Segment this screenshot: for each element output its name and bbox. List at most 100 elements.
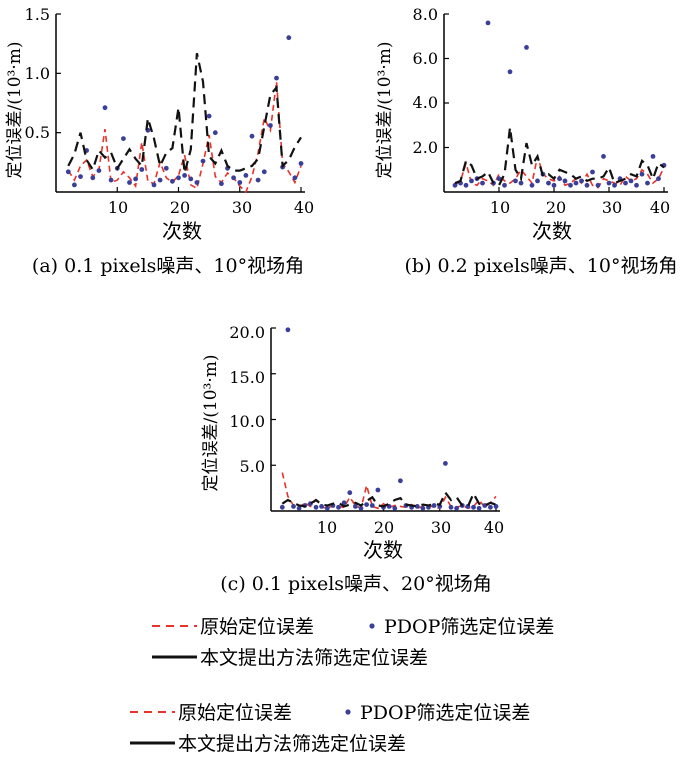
chart-c: 5.0 10.0 15.0 20.0 10 20 30 40 定位误差/(10³… <box>201 323 504 595</box>
series-pdop-point <box>584 182 590 188</box>
series-pdop-point <box>414 504 420 509</box>
series-pdop-point <box>296 505 302 511</box>
series-pdop-point <box>488 504 493 510</box>
series-original-line <box>281 472 497 510</box>
legend-bottom: 原始定位误差 PDOP筛选定位误差 本文提出方法筛选定位误差 <box>130 702 530 755</box>
series-pdop-point <box>502 182 507 188</box>
series-pdop-point <box>639 171 645 177</box>
series-pdop-point <box>291 504 296 509</box>
series-pdop-point <box>454 505 459 511</box>
chart-b-xtick-label: 40 <box>650 198 670 217</box>
chart-c-xtick-label: 20 <box>374 518 394 537</box>
chart-a-x-axis-label: 次数 <box>162 219 202 243</box>
series-pdop-point <box>347 490 353 496</box>
series-original-line <box>454 156 665 189</box>
series-pdop-point <box>513 178 518 184</box>
series-pdop-point <box>420 505 426 511</box>
chart-b-xtick-label: 20 <box>546 198 566 217</box>
chart-c-axes <box>270 328 500 512</box>
series-pdop-point <box>480 180 485 186</box>
series-pdop-point <box>375 487 381 493</box>
series-pdop-point <box>274 75 279 81</box>
series-pdop-point <box>78 174 83 180</box>
chart-c-y-axis-label: 定位误差/(10³·m) <box>201 355 221 492</box>
chart-a-ticks <box>56 13 302 192</box>
series-pdop-point <box>507 69 513 75</box>
series-pdop-point <box>590 169 595 175</box>
chart-a-xtick-label: 20 <box>170 198 190 217</box>
series-pdop-point <box>96 168 102 174</box>
legend-top: 原始定位误差 PDOP筛选定位误差 本文提出方法筛选定位误差 <box>152 616 554 669</box>
legend-item-original: 原始定位误差 <box>152 616 314 638</box>
chart-a: 0.5 1.0 1.5 10 20 30 40 定位误差/(10³·m) 次数 … <box>5 5 314 277</box>
series-pdop-point <box>431 503 437 508</box>
series-pdop-point <box>476 505 482 511</box>
series-pdop-point <box>286 35 292 41</box>
chart-a-xtick-label: 10 <box>108 198 128 217</box>
chart-a-xtick-label: 30 <box>232 198 252 217</box>
chart-c-ytick-label: 20.0 <box>229 323 265 342</box>
chart-c-ytick-label: 15.0 <box>229 368 265 387</box>
series-pdop-point <box>645 180 650 186</box>
series-pdop-point <box>496 176 502 182</box>
series-pdop-point <box>562 178 568 184</box>
series-pdop-point <box>200 158 206 164</box>
chart-c-xtick-label: 30 <box>431 518 451 537</box>
series-pdop-point <box>170 178 175 184</box>
series-pdop-point <box>524 45 529 50</box>
series-pdop-point <box>219 181 224 187</box>
series-pdop-point <box>298 161 304 166</box>
series-pdop-point <box>121 136 126 142</box>
series-pdop-point <box>163 165 169 171</box>
legend-label-original: 原始定位误差 <box>178 702 292 724</box>
legend-item-pdop: PDOP筛选定位误差 <box>345 702 530 724</box>
series-pdop-point <box>601 154 606 159</box>
chart-a-axes <box>55 14 305 193</box>
series-pdop-point <box>628 178 634 184</box>
series-pdop-point <box>151 182 157 188</box>
series-pdop-point <box>469 178 474 184</box>
series-pdop-point <box>108 177 114 183</box>
series-pdop-point <box>319 504 324 509</box>
chart-a-ytick-label: 0.5 <box>25 123 50 142</box>
series-pdop-point <box>237 180 243 185</box>
series-pdop-point <box>579 178 584 184</box>
series-pdop-point <box>634 182 639 188</box>
chart-b-series <box>452 20 667 189</box>
legend-label-proposed: 本文提出方法筛选定位误差 <box>178 733 406 755</box>
series-pdop-point <box>127 180 132 185</box>
series-pdop-point <box>358 505 364 511</box>
series-pdop-point <box>535 178 540 184</box>
chart-b-ytick-label: 8.0 <box>413 5 438 24</box>
series-pdop-point <box>463 182 469 188</box>
series-pdop-point <box>157 177 163 183</box>
chart-a-caption: (a) 0.1 pixels噪声、10°视场角 <box>32 255 304 277</box>
chart-a-ytick-label: 1.5 <box>25 5 50 24</box>
chart-b-ticks <box>444 13 665 192</box>
series-pdop-point <box>336 504 341 510</box>
chart-b-axes <box>443 14 668 193</box>
series-pdop-point <box>279 504 285 510</box>
chart-b-y-axis-label: 定位误差/(10³·m) <box>375 42 395 179</box>
series-pdop-point <box>529 182 535 188</box>
series-pdop-point <box>194 180 200 185</box>
series-pdop-point <box>452 182 458 188</box>
series-pdop-point <box>518 180 524 186</box>
chart-c-ticks <box>271 327 497 511</box>
series-pdop-point <box>90 175 96 181</box>
chart-b-xtick-label: 10 <box>490 198 510 217</box>
chart-c-xtick-label: 40 <box>484 518 504 537</box>
legend-item-original: 原始定位误差 <box>130 702 292 724</box>
series-pdop-point <box>72 182 77 188</box>
chart-c-ytick-label: 10.0 <box>229 412 265 431</box>
series-pdop-point <box>612 182 617 188</box>
legend-label-pdop: PDOP筛选定位误差 <box>360 702 530 724</box>
series-pdop-point <box>448 504 454 510</box>
chart-b-x-axis-label: 次数 <box>532 219 572 243</box>
series-pdop-point <box>551 182 557 188</box>
series-pdop-point <box>650 154 656 159</box>
legend-item-proposed: 本文提出方法筛选定位误差 <box>152 647 428 669</box>
series-pdop-point <box>133 176 139 182</box>
chart-c-x-axis-label: 次数 <box>363 538 403 562</box>
